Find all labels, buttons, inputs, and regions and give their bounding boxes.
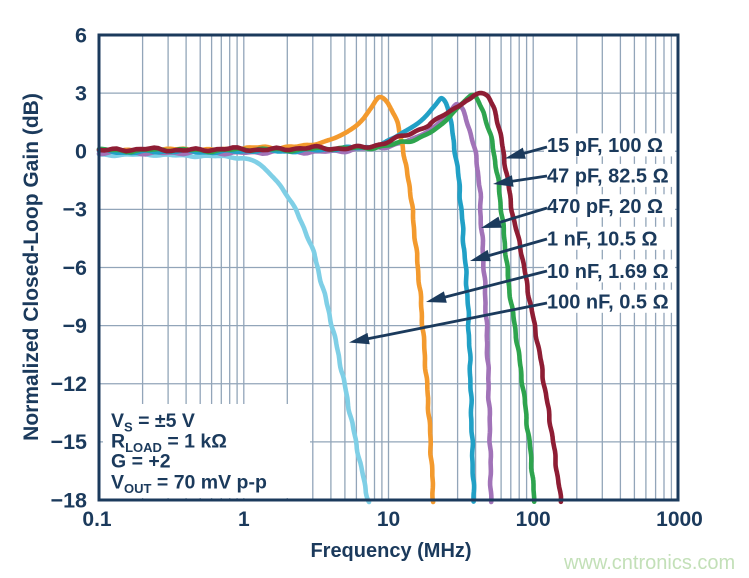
svg-text:15 pF, 100 Ω: 15 pF, 100 Ω xyxy=(547,135,663,157)
svg-text:−15: −15 xyxy=(51,430,88,454)
svg-text:0.1: 0.1 xyxy=(82,508,112,531)
svg-text:Normalized Closed-Loop Gain (d: Normalized Closed-Loop Gain (dB) xyxy=(20,93,43,441)
svg-text:www.cntronics.com: www.cntronics.com xyxy=(563,552,735,574)
svg-text:Frequency (MHz): Frequency (MHz) xyxy=(310,540,471,562)
svg-text:1: 1 xyxy=(238,508,250,531)
svg-text:−3: −3 xyxy=(62,198,87,222)
svg-text:10: 10 xyxy=(377,508,400,531)
svg-text:0: 0 xyxy=(75,140,87,164)
svg-text:−6: −6 xyxy=(62,256,87,280)
svg-text:100 nF, 0.5 Ω: 100 nF, 0.5 Ω xyxy=(547,292,669,314)
svg-text:VS​ = ±5 V: VS​ = ±5 V xyxy=(111,410,195,435)
svg-text:10 nF, 1.69 Ω: 10 nF, 1.69 Ω xyxy=(547,261,669,283)
svg-text:−18: −18 xyxy=(51,488,88,512)
svg-text:470 pF, 20 Ω: 470 pF, 20 Ω xyxy=(547,196,663,218)
svg-text:−9: −9 xyxy=(62,314,87,338)
svg-text:G = +2: G = +2 xyxy=(111,451,171,473)
svg-text:1000: 1000 xyxy=(656,508,703,531)
svg-text:RLOAD​ = 1 kΩ: RLOAD​ = 1 kΩ xyxy=(111,431,227,456)
svg-text:6: 6 xyxy=(75,23,87,47)
svg-text:3: 3 xyxy=(75,81,87,105)
svg-text:VOUT​ = 70 mV p-p: VOUT​ = 70 mV p-p xyxy=(111,472,267,497)
svg-text:1 nF, 10.5 Ω: 1 nF, 10.5 Ω xyxy=(547,229,658,251)
svg-text:−12: −12 xyxy=(51,372,88,396)
svg-text:47 pF, 82.5 Ω: 47 pF, 82.5 Ω xyxy=(547,166,669,188)
svg-text:100: 100 xyxy=(516,508,551,531)
